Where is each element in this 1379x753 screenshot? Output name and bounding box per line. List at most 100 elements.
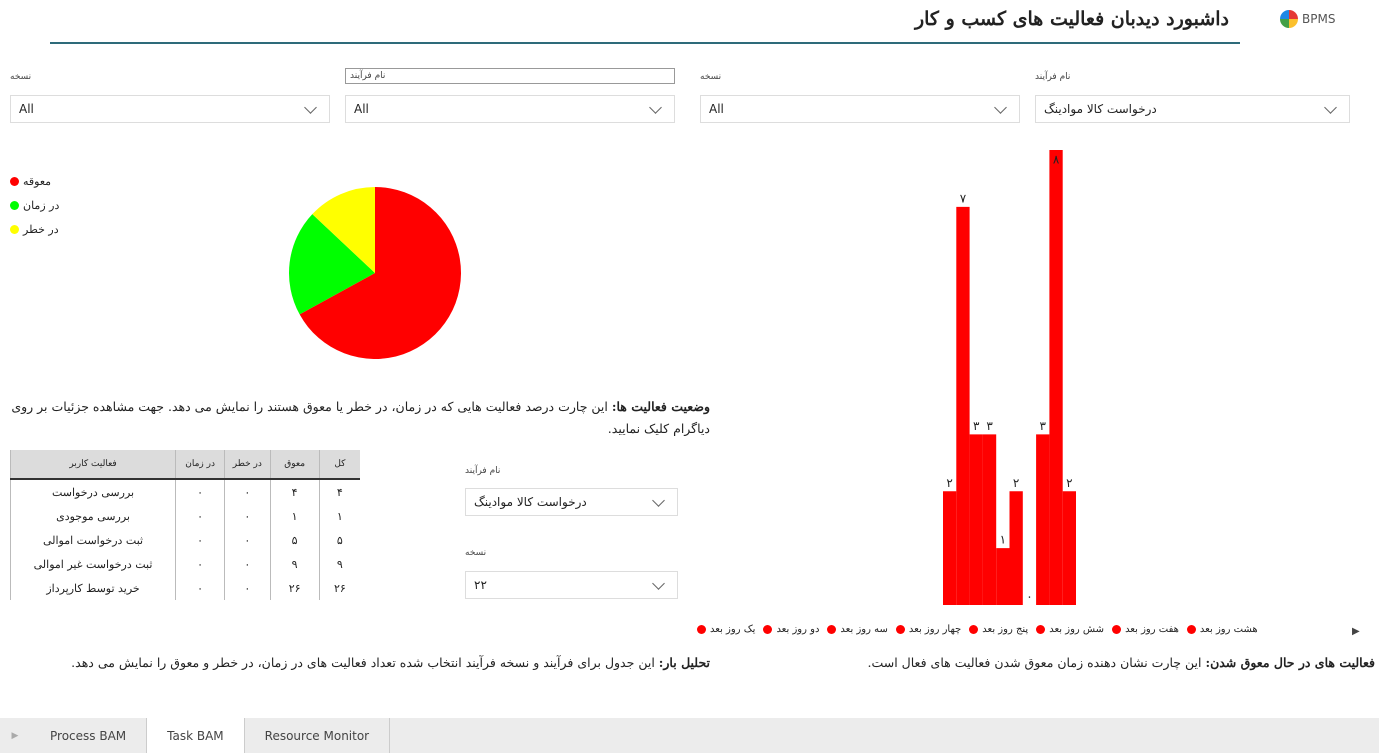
table-row: ثبت درخواست غیر اموالی ۰ ۰ ۹ ۹ (9, 552, 360, 576)
legend-arrow[interactable]: ▶ (1352, 626, 1360, 637)
table-row: بررسی درخواست ۰ ۰ ۴ ۴ (9, 479, 360, 504)
load-table: فعالیت کاربر در زمان در خطر معوق کل بررسی درخ… (9, 450, 360, 600)
table-cell: ۰ (224, 504, 270, 528)
legend-label: هفت روز بعد (1125, 624, 1179, 635)
desc-label: تحلیل بار: (658, 655, 710, 670)
legend-label: سه روز بعد (840, 624, 888, 635)
pie-slice[interactable] (312, 187, 375, 273)
table-cell: ۰ (224, 552, 270, 576)
bar (1049, 150, 1063, 605)
bar-value-label: ۲ (1013, 476, 1019, 490)
bar-legend: یک روز بعد دو روز بعد سه روز بعد چهار روز ب… (697, 624, 1258, 635)
filter-label: نسخه (465, 548, 487, 558)
filter-label: نام فرآیند (345, 68, 675, 84)
legend-dot (10, 177, 19, 186)
bar (996, 548, 1010, 605)
legend-label: دو روز بعد (776, 624, 820, 635)
legend-label: در زمان (23, 199, 60, 212)
legend-item: یک روز بعد (697, 624, 755, 635)
table-cell: ۹ (269, 552, 320, 576)
legend-label: شش روز بعد (1049, 624, 1105, 635)
bar-value-label: ۲ (1066, 476, 1072, 490)
table-cell: ۱ (318, 504, 360, 528)
legend-dot (895, 625, 905, 634)
column-header[interactable]: در خطر (224, 450, 270, 480)
table-cell: ثبت درخواست اموالی (9, 528, 176, 552)
table-cell: ۴ (318, 479, 360, 504)
bar-value-label: ۳ (973, 419, 980, 433)
table-cell: ثبت درخواست غیر اموالی (9, 552, 176, 576)
table-cell: ۵ (318, 528, 360, 552)
column-header[interactable]: معوق (269, 450, 320, 480)
legend-item: دو روز بعد (763, 624, 819, 635)
legend-item: چهار روز بعد (895, 624, 961, 635)
legend-label: در خطر (23, 223, 59, 236)
logo-text: BPMS (1302, 12, 1336, 26)
dropdown-value: درخواست کالا موادینگ (1044, 102, 1157, 116)
title-rule (50, 42, 1240, 44)
legend-item: هشت روز بعد (1186, 624, 1258, 635)
bar-value-label: ۰ (1026, 590, 1032, 604)
pie-chart[interactable] (280, 180, 470, 370)
column-header[interactable]: در زمان (175, 450, 225, 480)
bar-value-label: ۸ (1053, 153, 1060, 167)
dropdown-value: درخواست کالا موادینگ (474, 495, 587, 509)
bar (943, 491, 957, 605)
bar-value-label: ۲ (946, 476, 952, 490)
pie-description: وضعیت فعالیت ها: این چارت درصد فعالیت ها… (10, 396, 710, 440)
table-cell: ۰ (224, 479, 270, 504)
chevron (994, 100, 1007, 114)
table-cell: بررسی موجودی (9, 504, 176, 528)
dropdown[interactable]: All (345, 95, 675, 123)
bar (1009, 491, 1023, 605)
bar (956, 206, 970, 605)
bar-value-label: ۷ (960, 191, 967, 205)
column-header[interactable]: کل (318, 450, 360, 480)
tab[interactable]: Task BAM (147, 718, 245, 753)
legend-item: در خطر (10, 223, 59, 236)
table-cell: ۰ (175, 479, 225, 504)
table-cell: بررسی درخواست (9, 479, 176, 504)
dropdown[interactable]: All (10, 95, 330, 123)
legend-item: شش روز بعد (1036, 624, 1104, 635)
bar (969, 434, 983, 605)
tab-bar: ▶ Process BAM Task BAM Resource Monitor (0, 718, 1379, 753)
tab[interactable]: Resource Monitor (245, 718, 391, 753)
pie-legend: معوقه در زمان در خطر (10, 175, 59, 247)
table-cell: خرید توسط کارپرداز (9, 576, 176, 600)
table-cell: ۰ (224, 576, 270, 600)
desc-label: وضعیت فعالیت ها: (611, 399, 710, 414)
legend-dot (827, 625, 837, 634)
dropdown[interactable]: ۲۲ (465, 571, 678, 599)
column-header[interactable]: فعالیت کاربر (9, 450, 176, 480)
legend-item: پنج روز بعد (969, 624, 1028, 635)
table-cell: ۲۶ (318, 576, 360, 600)
table-row: بررسی موجودی ۰ ۰ ۱ ۱ (9, 504, 360, 528)
pie-slice[interactable] (299, 187, 461, 360)
legend-item: معوقه (10, 175, 59, 188)
table-cell: ۰ (175, 552, 225, 576)
table-cell: ۰ (175, 528, 225, 552)
dropdown[interactable]: درخواست کالا موادینگ (1035, 95, 1350, 123)
header-row: فعالیت کاربر در زمان در خطر معوق کل (9, 450, 360, 480)
dropdown[interactable]: درخواست کالا موادینگ (465, 488, 678, 516)
tab-scroll[interactable]: ▶ (11, 730, 19, 741)
chevron (304, 100, 317, 114)
table-row: ثبت درخواست اموالی ۰ ۰ ۵ ۵ (9, 528, 360, 552)
bar (982, 434, 997, 605)
legend-label: معوقه (23, 175, 52, 188)
tab[interactable]: Process BAM (30, 718, 148, 753)
logo: BPMS (1280, 10, 1335, 28)
legend-label: پنج روز بعد (982, 624, 1029, 635)
legend-dot (763, 625, 773, 634)
chevron (652, 576, 665, 590)
table-cell: ۹ (318, 552, 360, 576)
legend-label: یک روز بعد (710, 624, 756, 635)
dropdown[interactable]: All (700, 95, 1020, 123)
desc-label: فعالیت های در حال معوق شدن: (1205, 655, 1375, 670)
table-cell: ۰ (175, 504, 225, 528)
pie-slice[interactable] (289, 214, 375, 315)
table-cell: ۵ (269, 528, 320, 552)
